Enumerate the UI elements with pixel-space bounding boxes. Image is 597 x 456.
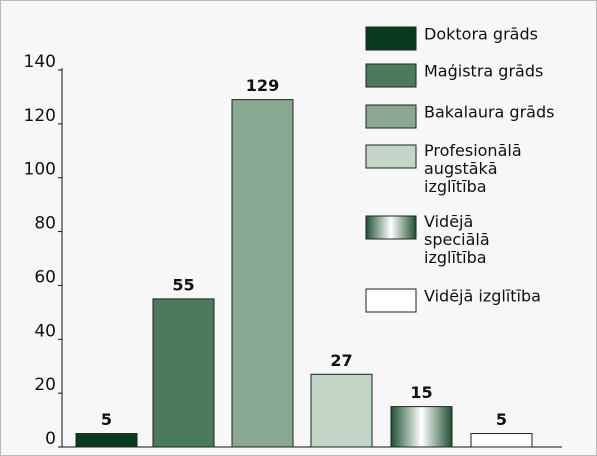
legend-label: Maģistra grāds [424, 62, 543, 81]
legend-label: Bakalaura grāds [424, 103, 554, 122]
legend-swatch [365, 26, 417, 51]
bar [310, 373, 373, 448]
value-label: 5 [101, 410, 112, 429]
bar [470, 433, 533, 448]
y-tick-label: 0 [45, 429, 56, 449]
legend-label: Doktora grāds [424, 25, 538, 44]
value-label: 27 [330, 351, 352, 370]
y-tick-label: 60 [34, 267, 56, 287]
legend-swatch [365, 144, 417, 169]
bar [75, 433, 138, 448]
value-label: 5 [496, 410, 507, 429]
legend-swatch [365, 63, 417, 88]
bar [152, 298, 215, 448]
y-tick-label: 20 [34, 375, 56, 395]
legend-label: Vidējā speciālā izglītība [424, 212, 490, 267]
bar [390, 406, 453, 448]
y-tick-label: 100 [24, 160, 56, 180]
value-label: 15 [410, 383, 432, 402]
y-tick-label: 80 [34, 214, 56, 234]
legend-label: Profesionālā augstākā izglītība [424, 141, 522, 196]
legend-swatch [365, 104, 417, 129]
legend-swatch [365, 288, 417, 313]
value-label: 129 [246, 76, 279, 95]
y-tick-label: 40 [34, 321, 56, 341]
legend-label: Vidējā izglītība [424, 287, 541, 306]
legend-swatch [365, 215, 417, 240]
y-tick-label: 140 [24, 52, 56, 72]
bar [231, 99, 294, 448]
y-tick-label: 120 [24, 106, 56, 126]
value-label: 55 [172, 275, 194, 294]
